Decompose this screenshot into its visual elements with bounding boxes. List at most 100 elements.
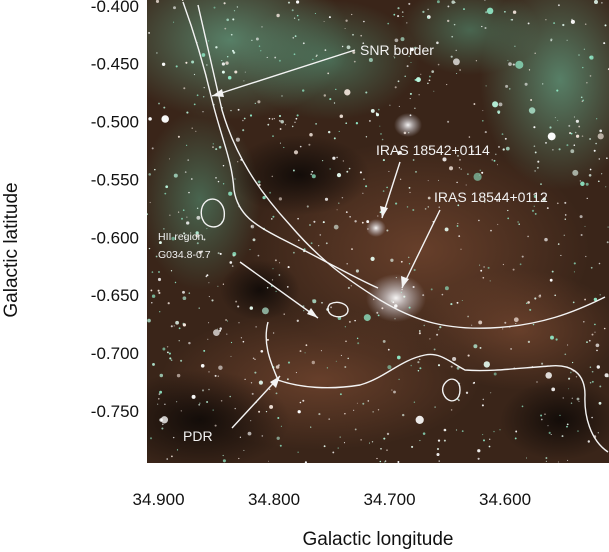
star: [412, 285, 415, 289]
star: [191, 127, 193, 129]
star: [457, 222, 459, 225]
star: [316, 54, 318, 57]
star: [473, 381, 475, 384]
star: [386, 186, 388, 189]
y-axis-ticks: -0.400 -0.450 -0.500 -0.550 -0.600 -0.650 -0.7…: [91, 0, 139, 421]
star: [583, 320, 585, 323]
star: [390, 258, 394, 262]
star: [564, 214, 567, 216]
star: [222, 164, 225, 167]
star: [230, 355, 232, 357]
star: [173, 325, 175, 327]
star: [208, 388, 210, 391]
star: [534, 212, 537, 215]
star: [403, 295, 406, 298]
star: [580, 181, 585, 187]
star: [238, 457, 240, 460]
star: [403, 131, 407, 135]
star: [157, 289, 160, 292]
star: [234, 70, 238, 74]
star: [166, 346, 169, 348]
pdr-label: PDR: [183, 428, 213, 444]
star: [175, 320, 179, 325]
star: [148, 173, 151, 176]
star: [586, 341, 588, 343]
star: [271, 279, 274, 281]
star: [319, 234, 322, 236]
star: [170, 359, 173, 361]
star: [234, 178, 236, 180]
star: [341, 45, 344, 48]
iras18542-arrowhead: [380, 206, 388, 218]
star: [401, 288, 403, 291]
star: [413, 268, 416, 272]
star: [255, 326, 257, 328]
star: [337, 447, 339, 449]
star: [587, 440, 590, 443]
star: [545, 19, 547, 21]
star: [202, 96, 205, 98]
star: [213, 329, 220, 336]
star: [431, 70, 435, 73]
star: [387, 348, 390, 351]
star: [446, 19, 450, 23]
star: [450, 365, 453, 368]
star: [299, 350, 302, 353]
star: [162, 347, 166, 351]
star: [504, 137, 507, 140]
star: [444, 227, 449, 232]
star: [537, 160, 540, 163]
star: [393, 55, 395, 57]
star: [418, 94, 420, 96]
star: [258, 410, 261, 413]
star: [437, 63, 440, 66]
star: [287, 1, 291, 4]
star: [599, 294, 601, 296]
star: [507, 217, 510, 220]
star: [382, 159, 385, 162]
star: [533, 194, 537, 199]
star: [395, 277, 397, 279]
star: [483, 439, 485, 442]
star: [173, 6, 176, 10]
star: [295, 372, 297, 374]
star: [465, 391, 469, 394]
star: [550, 433, 552, 436]
star: [607, 375, 609, 378]
star: [575, 376, 578, 378]
star: [571, 18, 573, 21]
star: [396, 355, 401, 360]
star: [430, 288, 433, 291]
star: [576, 397, 580, 401]
star: [198, 403, 201, 406]
star: [347, 357, 349, 360]
star: [401, 11, 404, 13]
star: [312, 58, 314, 60]
star: [222, 183, 225, 185]
star: [193, 73, 196, 76]
star: [383, 437, 386, 440]
star: [551, 387, 556, 392]
star: [461, 430, 464, 432]
star: [596, 118, 598, 120]
star: [275, 365, 280, 369]
star: [536, 381, 538, 383]
star: [175, 65, 178, 68]
star: [559, 414, 561, 417]
star: [504, 10, 506, 13]
star: [419, 367, 422, 370]
star: [605, 186, 607, 188]
star: [415, 415, 424, 425]
star: [483, 361, 490, 368]
star: [589, 366, 592, 369]
star: [393, 13, 396, 16]
star: [271, 218, 273, 220]
star: [321, 301, 323, 304]
star: [225, 61, 229, 65]
star: [547, 132, 556, 141]
iras18544-label: IRAS 18544+0112: [434, 189, 548, 205]
star: [230, 109, 232, 112]
star: [237, 108, 240, 111]
star: [540, 183, 542, 186]
star: [451, 35, 454, 38]
